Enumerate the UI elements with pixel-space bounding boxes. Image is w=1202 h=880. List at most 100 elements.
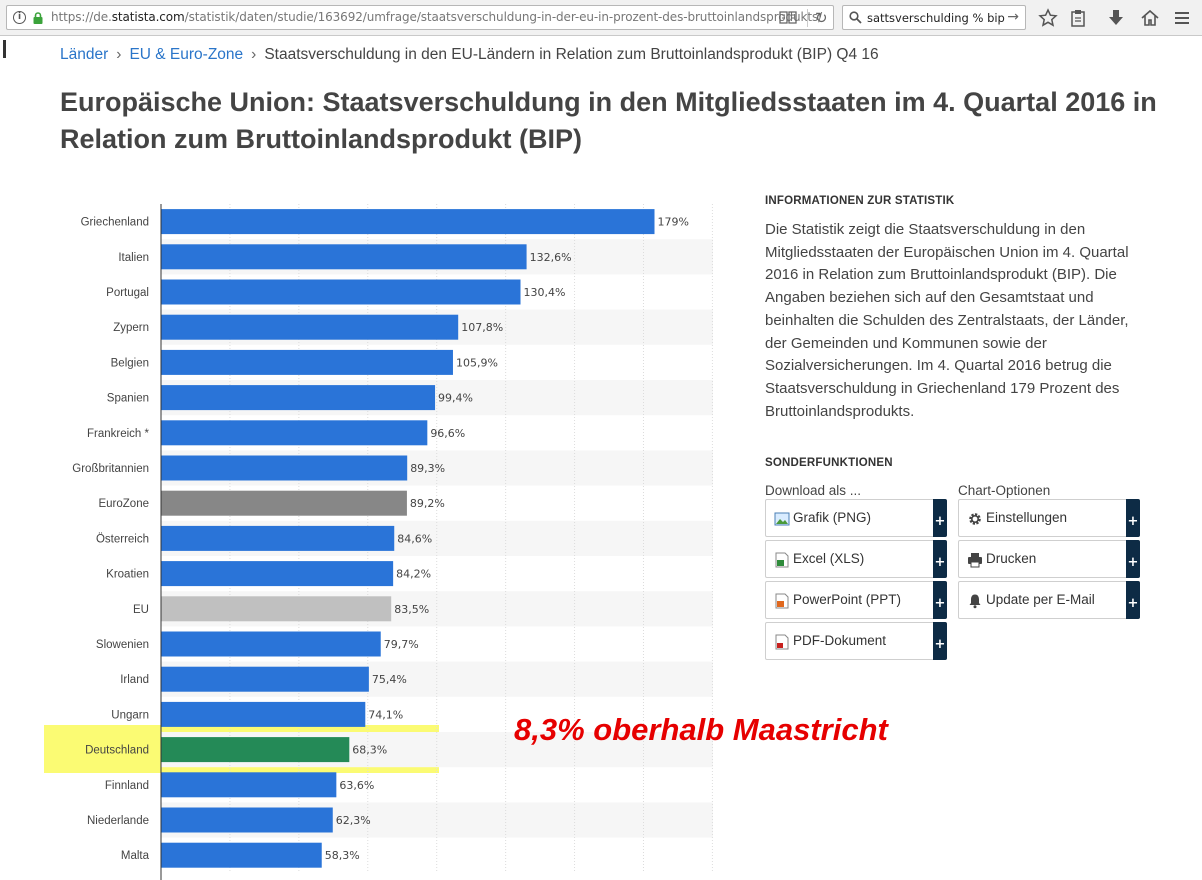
bar[interactable] (161, 455, 408, 481)
maastricht-annotation: 8,3% oberhalb Maastricht (514, 712, 888, 747)
download-pdf-label: PDF-Dokument (793, 633, 887, 648)
breadcrumb-link-laender[interactable]: Länder (60, 46, 109, 63)
url-domain: statista.com (111, 10, 185, 24)
value-label: 83,5% (394, 603, 429, 616)
expand-plus-icon[interactable]: + (933, 622, 947, 660)
page-title: Europäische Union: Staatsverschuldung in… (60, 87, 1157, 154)
value-label: 105,9% (456, 356, 498, 369)
url-bar[interactable]: i https://de.statista.com/statistik/date… (6, 5, 834, 30)
print-label: Drucken (986, 551, 1037, 566)
download-ppt-button[interactable]: PowerPoint (PPT) + (765, 581, 947, 619)
reload-icon[interactable]: ↻ (815, 9, 828, 27)
category-label: Spanien (107, 393, 149, 405)
category-label: EU (133, 604, 149, 616)
image-file-icon (774, 512, 790, 526)
url-text[interactable]: https://de.statista.com/statistik/daten/… (51, 10, 822, 24)
category-label: Finnland (105, 780, 149, 792)
value-label: 68,3% (352, 744, 387, 757)
category-label: Belgien (111, 357, 149, 369)
download-label: Download als ... (765, 483, 862, 498)
bar[interactable] (161, 420, 428, 446)
url-separator (807, 9, 808, 27)
bar[interactable] (161, 490, 407, 516)
category-label: Griechenland (81, 217, 149, 229)
value-label: 179% (658, 216, 689, 229)
bar[interactable] (161, 737, 350, 763)
printer-icon (968, 553, 982, 568)
download-icon[interactable] (1106, 8, 1126, 28)
category-label: Österreich (96, 533, 149, 545)
value-label: 74,1% (368, 708, 403, 721)
lock-icon (33, 12, 43, 24)
chart-options-label: Chart-Optionen (958, 483, 1051, 498)
menu-icon[interactable] (1172, 8, 1192, 28)
breadcrumb-separator: › (116, 46, 122, 63)
bar[interactable] (161, 314, 459, 340)
bar[interactable] (161, 596, 392, 622)
email-update-button[interactable]: Update per E-Mail + (958, 581, 1140, 619)
bar[interactable] (161, 525, 395, 551)
category-label: Italien (118, 252, 149, 264)
bell-icon (969, 594, 981, 609)
search-bar[interactable]: sattsverschulding % bip → (842, 5, 1026, 30)
bar[interactable] (161, 385, 436, 411)
download-png-button[interactable]: Grafik (PNG) + (765, 499, 947, 537)
settings-label: Einstellungen (986, 510, 1068, 525)
clipboard-icon[interactable] (1068, 8, 1088, 28)
home-icon[interactable] (1140, 8, 1160, 28)
download-png-label: Grafik (PNG) (793, 510, 872, 525)
expand-plus-icon[interactable]: + (933, 499, 947, 537)
bar[interactable] (161, 772, 337, 798)
expand-plus-icon[interactable]: + (1126, 499, 1140, 537)
breadcrumb-current: Staatsverschuldung in den EU-Ländern in … (264, 46, 879, 63)
value-label: 132,6% (530, 251, 572, 264)
breadcrumb-link-eu[interactable]: EU & Euro-Zone (129, 46, 244, 63)
info-text: Die Statistik zeigt die Staatsverschuldu… (765, 221, 1129, 420)
category-label: Slowenien (96, 639, 149, 651)
expand-plus-icon[interactable]: + (933, 581, 947, 619)
category-label: Malta (121, 850, 150, 862)
search-input[interactable]: sattsverschulding % bip (867, 11, 1005, 25)
bookmark-star-icon[interactable] (1038, 8, 1058, 28)
value-label: 99,4% (438, 392, 473, 405)
pdf-file-icon (775, 634, 789, 650)
download-pdf-button[interactable]: PDF-Dokument + (765, 622, 947, 660)
category-label: Frankreich * (87, 428, 150, 440)
excel-file-icon (775, 552, 789, 568)
expand-plus-icon[interactable]: + (1126, 540, 1140, 578)
bar[interactable] (161, 279, 521, 305)
bar[interactable] (161, 244, 527, 270)
reader-view-icon[interactable] (779, 10, 797, 25)
bar[interactable] (161, 209, 655, 235)
url-path: /statistik/daten/studie/163692/umfrage/s… (184, 10, 823, 24)
category-label: Irland (120, 674, 149, 686)
expand-plus-icon[interactable]: + (933, 540, 947, 578)
search-icon (849, 11, 862, 24)
info-icon[interactable]: i (13, 11, 26, 24)
bar[interactable] (161, 807, 333, 833)
value-label: 62,3% (336, 814, 371, 827)
bar[interactable] (161, 666, 369, 692)
gear-icon (969, 513, 981, 525)
category-label: Großbritannien (72, 463, 149, 475)
expand-plus-icon[interactable]: + (1126, 581, 1140, 619)
bar[interactable] (161, 842, 322, 868)
category-label: Zypern (113, 322, 149, 334)
value-label: 89,2% (410, 497, 445, 510)
category-label: Ungarn (111, 709, 149, 721)
bar-chart: Griechenland 179% Italien 132,6% Portugal 130… (72, 204, 713, 880)
value-label: 96,6% (430, 427, 465, 440)
left-edge-marker (3, 40, 6, 58)
bar[interactable] (161, 701, 366, 727)
category-label: EuroZone (98, 498, 149, 510)
value-label: 79,7% (384, 638, 419, 651)
search-go-icon[interactable]: → (1007, 9, 1019, 25)
email-update-label: Update per E-Mail (986, 592, 1095, 607)
settings-button[interactable]: Einstellungen + (958, 499, 1140, 537)
bar[interactable] (161, 631, 381, 657)
download-xls-button[interactable]: Excel (XLS) + (765, 540, 947, 578)
bar[interactable] (161, 561, 394, 587)
value-label: 89,3% (410, 462, 445, 475)
bar[interactable] (161, 349, 453, 375)
print-button[interactable]: Drucken + (958, 540, 1140, 578)
